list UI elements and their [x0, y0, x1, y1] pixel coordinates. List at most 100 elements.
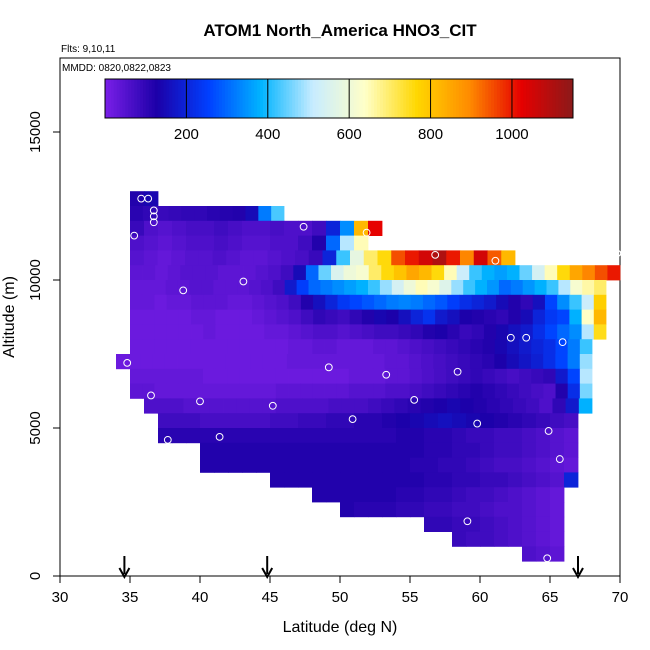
heatmap-cell: [189, 354, 202, 370]
heatmap-cell: [522, 428, 537, 444]
colorbar-segment: [467, 79, 472, 118]
heatmap-cell: [422, 309, 436, 325]
heatmap-cell: [459, 309, 473, 325]
heatmap-cell: [158, 220, 173, 236]
colorbar-segment: [204, 79, 208, 118]
heatmap-cell: [183, 398, 198, 414]
heatmap-cell: [300, 339, 313, 355]
colorbar-segment: [423, 79, 428, 118]
heatmap-cell: [227, 339, 240, 355]
heatmap-cell: [181, 206, 195, 222]
heatmap-cell: [226, 250, 241, 266]
heatmap-cell: [130, 324, 143, 340]
heatmap-cell: [142, 309, 155, 325]
heatmap-cell: [373, 383, 386, 399]
heatmap-cell: [466, 502, 481, 518]
colorbar-segment: [555, 79, 559, 118]
heatmap-cell: [312, 457, 327, 473]
heatmap-cell: [214, 235, 229, 251]
heatmap-cell: [142, 265, 156, 281]
heatmap-cell: [186, 235, 201, 251]
heatmap-cell: [498, 280, 512, 296]
heatmap-cell: [296, 280, 309, 296]
colorbar-segment: [163, 79, 167, 118]
heatmap-cell: [368, 442, 383, 458]
heatmap-cell: [227, 309, 241, 325]
heatmap-cell: [543, 339, 556, 355]
heatmap-cell: [407, 398, 422, 414]
heatmap-cell: [494, 413, 509, 429]
colorbar-segment: [570, 79, 574, 118]
x-tick-label: 65: [542, 589, 559, 606]
heatmap-cell: [410, 502, 425, 518]
heatmap-cell: [496, 309, 509, 325]
colorbar-segment: [549, 79, 554, 118]
heatmap-cell: [298, 472, 313, 488]
heatmap-cell: [228, 442, 243, 458]
colorbar-segment: [224, 79, 229, 118]
heatmap-cell: [373, 339, 386, 355]
heatmap-cell: [452, 428, 467, 444]
heatmap-cell: [396, 487, 411, 503]
heatmap-cell: [361, 294, 375, 310]
heatmap-cell: [324, 368, 338, 384]
colorbar-segment: [207, 79, 211, 118]
colorbar-segment: [456, 79, 460, 118]
heatmap-cell: [142, 324, 155, 340]
colorbar-segment: [432, 79, 437, 118]
heatmap-cell: [382, 442, 397, 458]
colorbar-segment: [388, 79, 393, 118]
heatmap-cell: [312, 235, 327, 251]
heatmap-cell: [223, 398, 237, 414]
heatmap-cell: [410, 428, 425, 444]
heatmap-cell: [239, 339, 252, 355]
heatmap-cell: [340, 442, 355, 458]
heatmap-cell: [361, 339, 374, 355]
heatmap-cell: [410, 413, 425, 429]
heatmap-cell: [582, 265, 596, 281]
heatmap-cell: [494, 442, 509, 458]
colorbar-segment: [505, 79, 510, 118]
heatmap-cell: [557, 265, 571, 281]
heatmap-cell: [158, 428, 173, 444]
heatmap-cell: [249, 280, 262, 296]
heatmap-cell: [406, 265, 420, 281]
heatmap-cell: [466, 457, 481, 473]
heatmap-cell: [332, 280, 345, 296]
heatmap-cell: [288, 294, 302, 310]
heatmap-cell: [550, 413, 565, 429]
colorbar-segment: [482, 79, 486, 118]
heatmap-cell: [506, 383, 520, 399]
heatmap-cell: [341, 398, 356, 414]
heatmap-cell: [403, 280, 416, 296]
heatmap-cell: [415, 280, 428, 296]
heatmap-cell: [280, 265, 294, 281]
colorbar-segment: [353, 79, 358, 118]
heatmap-cell: [555, 339, 569, 355]
heatmap-cell: [396, 472, 411, 488]
colorbar-segment: [145, 79, 150, 118]
heatmap-cell: [130, 383, 143, 399]
heatmap-cell: [209, 398, 224, 414]
heatmap-cell: [186, 220, 201, 236]
heatmap-cell: [200, 220, 215, 236]
colorbar-segment: [412, 79, 416, 118]
heatmap-cell: [256, 413, 271, 429]
heatmap-cell: [421, 368, 435, 384]
heatmap-cell: [202, 368, 216, 384]
heatmap-cell: [482, 354, 495, 370]
heatmap-cell: [300, 294, 314, 310]
heatmap-cell: [470, 368, 483, 384]
heatmap-cell: [361, 368, 374, 384]
heatmap-cell: [240, 250, 255, 266]
heatmap-cell: [144, 398, 158, 414]
colorbar-segment: [277, 79, 281, 118]
heatmap-cell: [567, 368, 581, 384]
heatmap-cell: [508, 531, 523, 547]
heatmap-cell: [201, 280, 214, 296]
heatmap-cell: [452, 531, 467, 547]
heatmap-cell: [141, 280, 155, 296]
heatmap-cell: [522, 457, 537, 473]
colorbar-segment: [262, 79, 267, 118]
heatmap-cell: [424, 472, 439, 488]
